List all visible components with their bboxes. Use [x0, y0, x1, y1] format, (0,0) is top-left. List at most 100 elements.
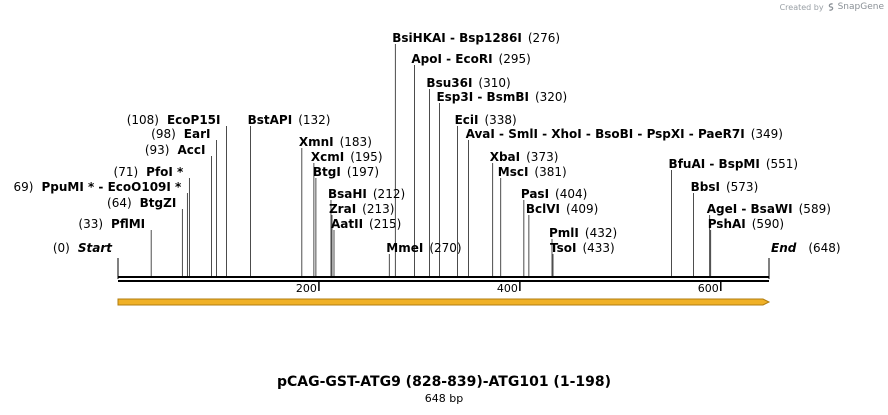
end-position: (648)	[808, 241, 841, 255]
restriction-site-label: BstAPI (132)	[248, 113, 331, 127]
site-enzyme-name: TsoI	[550, 241, 577, 255]
site-position: (589)	[798, 202, 831, 216]
site-enzyme-name: BsaHI	[327, 187, 367, 201]
site-enzyme-name: XmnI	[298, 135, 334, 149]
site-position: (373)	[526, 150, 559, 164]
restriction-site-label: AgeI - BsaWI (589)	[707, 202, 831, 216]
site-position: (432)	[584, 226, 618, 240]
end-terminal-label: End (648)	[771, 241, 841, 255]
site-enzyme-name: MmeI	[386, 241, 424, 255]
restriction-site-label: (93) AccI	[145, 143, 206, 157]
insert-feature-arrow	[117, 298, 771, 306]
site-enzyme-name: BclVI	[525, 202, 561, 216]
site-enzyme-name: AvaI - SmlI - XhoI - BsoBI - PspXI - Pae…	[465, 127, 745, 141]
restriction-site-label: ApoI - EcoRI (295)	[411, 52, 530, 66]
restriction-site-label: AvaI - SmlI - XhoI - BsoBI - PspXI - Pae…	[466, 127, 783, 141]
site-position: (213)	[362, 202, 395, 216]
site-enzyme-name: XbaI	[489, 150, 521, 164]
restriction-site-label: Esp3I - BsmBI (320)	[436, 90, 567, 104]
site-enzyme-name: AccI	[177, 143, 206, 157]
site-enzyme-name: PmlI	[549, 226, 579, 240]
site-enzyme-name: BtgI	[312, 165, 341, 179]
restriction-site-label: BsaHI (212)	[328, 187, 405, 201]
site-enzyme-name: MscI	[497, 165, 529, 179]
site-position: (590)	[751, 217, 785, 231]
site-position: 69)	[13, 180, 34, 194]
axis-tick-label: 200	[295, 282, 317, 295]
site-enzyme-name: ApoI - EcoRI	[411, 52, 493, 66]
axis-tick-label: 600	[697, 282, 719, 295]
restriction-site-label: 69) PpuMI * - EcoO109I *	[14, 180, 182, 194]
site-position: (381)	[534, 165, 567, 179]
restriction-site-label: XcmI (195)	[311, 150, 383, 164]
restriction-site-label: (98) EarI	[151, 127, 210, 141]
site-enzyme-name: PasI	[520, 187, 550, 201]
restriction-site-label: (71) PfoI *	[114, 165, 184, 179]
site-position: (320)	[534, 90, 568, 104]
site-position: (409)	[566, 202, 599, 216]
site-enzyme-name: BtgZI	[139, 196, 177, 210]
map-title: pCAG-GST-ATG9 (828-839)-ATG101 (1-198)	[276, 374, 612, 390]
site-position: (98)	[151, 127, 176, 141]
site-position: (276)	[527, 31, 561, 45]
site-position: (270)	[429, 241, 462, 255]
end-name: End	[771, 241, 797, 255]
restriction-site-label: (64) BtgZI	[107, 196, 176, 210]
site-position: (195)	[350, 150, 383, 164]
site-position: (93)	[144, 143, 170, 157]
start-terminal-label: (0) Start	[53, 241, 112, 255]
site-position: (132)	[298, 113, 331, 127]
site-position: (183)	[339, 135, 372, 149]
site-position: (338)	[484, 113, 517, 127]
restriction-site-label: XbaI (373)	[490, 150, 559, 164]
site-position: (215)	[369, 217, 402, 231]
map-length: 648 bp	[424, 392, 464, 405]
site-position: (197)	[346, 165, 380, 179]
restriction-site-label: BtgI (197)	[313, 165, 379, 179]
restriction-site-label: ZraI (213)	[329, 202, 394, 216]
site-enzyme-name: EcoP15I	[166, 113, 221, 127]
site-enzyme-name: BsiHKAI - Bsp1286I	[392, 31, 522, 45]
restriction-site-label: AatII (215)	[331, 217, 401, 231]
site-enzyme-name: BstAPI	[247, 113, 293, 127]
site-position: (310)	[478, 76, 511, 90]
site-enzyme-name: ZraI	[328, 202, 357, 216]
restriction-site-label: BsiHKAI - Bsp1286I (276)	[392, 31, 560, 45]
restriction-site-label: BfuAI - BspMI (551)	[669, 157, 799, 171]
restriction-site-label: MscI (381)	[498, 165, 567, 179]
restriction-site-label: PmlI (432)	[549, 226, 617, 240]
restriction-site-label: BbsI (573)	[691, 180, 759, 194]
start-name: Start	[77, 241, 112, 255]
site-enzyme-name: PpuMI * - EcoO109I *	[41, 180, 182, 194]
site-position: (71)	[113, 165, 139, 179]
start-position: (0)	[52, 241, 70, 255]
site-position: (551)	[765, 157, 799, 171]
snapgene-logo-icon	[828, 3, 833, 11]
site-enzyme-name: Esp3I - BsmBI	[436, 90, 529, 104]
site-enzyme-name: AgeI - BsaWI	[706, 202, 793, 216]
restriction-site-label: MmeI (270)	[386, 241, 461, 255]
site-position: (212)	[372, 187, 406, 201]
site-enzyme-name: PfoI *	[146, 165, 184, 179]
snapgene-credit: Created by SnapGene	[780, 2, 884, 12]
site-position: (64)	[107, 196, 132, 210]
restriction-site-label: EciI (338)	[455, 113, 517, 127]
site-enzyme-name: BbsI	[690, 180, 720, 194]
restriction-site-label: PshAI (590)	[708, 217, 784, 231]
restriction-site-label: PasI (404)	[521, 187, 587, 201]
site-enzyme-name: BfuAI - BspMI	[668, 157, 760, 171]
site-position: (573)	[725, 180, 759, 194]
site-enzyme-name: AatII	[330, 217, 364, 231]
site-enzyme-name: EciI	[454, 113, 479, 127]
site-position: (33)	[78, 217, 104, 231]
restriction-site-label: (108) EcoP15I	[127, 113, 221, 127]
restriction-site-label: XmnI (183)	[299, 135, 372, 149]
credit-brand: SnapGene	[837, 2, 884, 12]
site-enzyme-name: EarI	[183, 127, 211, 141]
site-position: (295)	[498, 52, 531, 66]
site-position: (108)	[126, 113, 159, 127]
restriction-site-label: BclVI (409)	[526, 202, 598, 216]
site-position: (404)	[555, 187, 588, 201]
credit-prefix: Created by	[779, 2, 824, 12]
